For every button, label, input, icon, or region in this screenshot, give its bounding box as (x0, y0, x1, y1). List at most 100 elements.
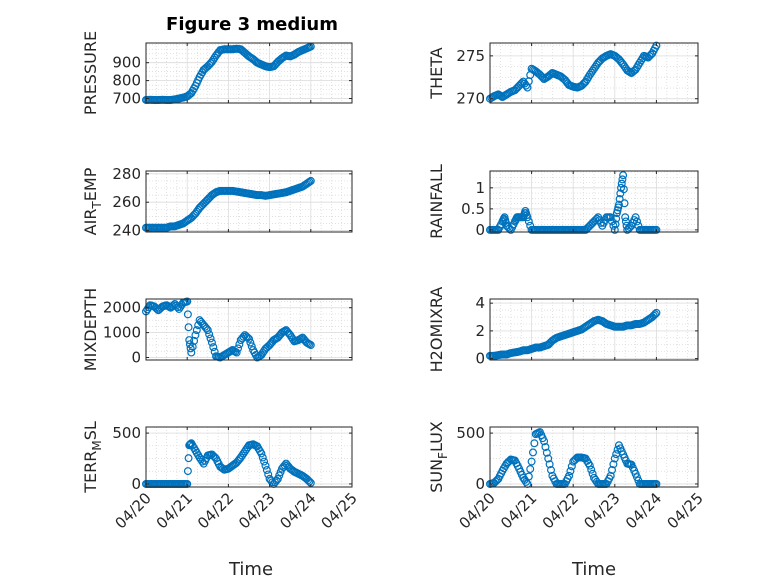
data-point (545, 460, 554, 469)
x-tick-label: 04/20 (456, 489, 499, 532)
y-tick-label: 700 (112, 90, 141, 108)
data-point (528, 448, 537, 457)
axes-box (145, 426, 353, 488)
x-tick-label: 04/25 (664, 489, 707, 532)
y-tick-label: 0 (131, 349, 141, 367)
figure-title: Figure 3 medium (166, 14, 338, 35)
y-tick-label: 4 (475, 294, 485, 312)
data-point (565, 471, 574, 480)
data-point (205, 330, 214, 339)
y-tick-label: 240 (112, 222, 141, 240)
data-point (305, 477, 314, 486)
y-tick-label: 0 (475, 350, 485, 368)
subplot-h2omixra: 0 2 4 H2OMIXRA (427, 287, 699, 373)
series-markers (486, 428, 661, 488)
data-point (191, 331, 200, 340)
data-point (261, 461, 270, 470)
axes-box (489, 298, 699, 361)
data-point (186, 344, 195, 353)
axes-box (145, 298, 353, 361)
data-point (585, 461, 594, 470)
data-point (530, 439, 539, 448)
y-tick-label: 800 (112, 72, 141, 90)
data-point (210, 453, 219, 462)
data-point (239, 332, 248, 341)
data-point (203, 326, 212, 335)
data-point (239, 449, 248, 458)
data-point (207, 338, 216, 347)
data-point (306, 176, 315, 185)
y-axis-label: SUNFLUX (427, 421, 450, 493)
data-point (209, 451, 218, 460)
series-markers (142, 297, 315, 362)
data-point (611, 220, 620, 229)
data-point (619, 171, 628, 180)
y-tick-label: 2 (475, 322, 485, 340)
data-point (227, 346, 236, 355)
series-markers (142, 42, 315, 104)
data-point (207, 450, 216, 459)
y-tick-label: 0 (475, 221, 485, 239)
data-point (306, 341, 315, 350)
x-tick-label: 04/24 (622, 489, 665, 532)
data-point (524, 217, 533, 226)
data-point (610, 454, 619, 463)
y-axis-label: MIXDEPTH (81, 288, 100, 371)
y-tick-label: 270 (456, 90, 485, 108)
data-point (183, 310, 192, 319)
y-tick-label: 500 (112, 424, 141, 442)
axes-box (145, 170, 353, 233)
data-point (242, 445, 251, 454)
data-point (258, 453, 267, 462)
data-point (187, 348, 196, 357)
y-axis-label: H2OMIXRA (427, 287, 446, 373)
series-markers (486, 308, 661, 360)
data-point (523, 213, 532, 222)
data-point (587, 465, 596, 474)
series-markers (486, 171, 661, 234)
data-point (547, 466, 556, 475)
y-tick-label: 0 (131, 475, 141, 493)
data-point (209, 343, 218, 352)
x-tick-label: 04/24 (276, 489, 319, 532)
data-point (232, 348, 241, 357)
data-point (526, 465, 535, 474)
data-point (234, 344, 243, 353)
axes-box (489, 170, 699, 233)
x-axis-label-left: Time (228, 559, 273, 580)
data-point (621, 213, 630, 222)
x-tick-label: 04/23 (580, 489, 623, 532)
data-point (612, 214, 621, 223)
x-tick-label: 04/21 (153, 489, 196, 532)
data-point (606, 213, 615, 222)
data-point (192, 326, 201, 335)
data-point (609, 221, 618, 230)
y-axis-label: THETA (427, 47, 446, 99)
data-point (606, 471, 615, 480)
data-point (609, 460, 618, 469)
data-point (173, 303, 182, 312)
x-tick-label: 04/25 (318, 489, 361, 532)
y-tick-label: 275 (456, 47, 485, 65)
x-tick-label: 04/22 (539, 489, 582, 532)
data-point (620, 199, 629, 208)
data-point (238, 451, 247, 460)
data-point (190, 336, 199, 345)
data-point (497, 92, 506, 101)
data-point (542, 448, 551, 457)
data-point (184, 323, 193, 332)
data-point (566, 467, 575, 476)
y-axis-label: AIRTEMP (81, 167, 104, 235)
data-point (183, 467, 192, 476)
series-markers (486, 41, 661, 103)
data-point (206, 334, 215, 343)
data-point (631, 213, 640, 222)
y-tick-label: 0.5 (461, 200, 485, 218)
axes-box (145, 42, 353, 104)
y-tick-label: 2000 (103, 299, 141, 317)
data-point (185, 336, 194, 345)
data-point (544, 454, 553, 463)
